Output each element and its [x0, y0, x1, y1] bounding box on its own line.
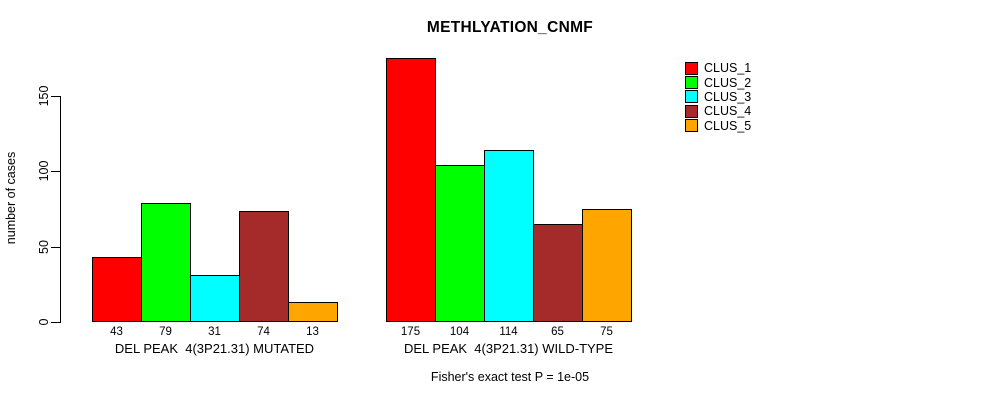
y-tick-label: 150 [37, 85, 51, 107]
bar-clus_3-group1 [484, 150, 534, 322]
bar-value-label: 79 [159, 326, 172, 338]
y-tick-label: 100 [37, 160, 51, 182]
y-axis-line [60, 96, 61, 323]
chart-title: METHLYATION_CNMF [426, 19, 594, 36]
bar-clus_5-group1 [582, 209, 632, 322]
y-tick-mark [51, 96, 60, 97]
y-tick-mark [51, 247, 60, 248]
legend-color-swatch-clus_3 [685, 90, 698, 104]
legend-color-swatch-clus_5 [685, 119, 698, 133]
legend-item: CLUS_2 [685, 75, 752, 90]
bar-clus_1-group1 [386, 58, 436, 322]
y-tick-label: 50 [37, 240, 51, 254]
bar-value-label: 43 [110, 326, 123, 338]
bar-clus_1-group0 [92, 257, 142, 322]
bar-clus_4-group1 [533, 224, 583, 322]
legend-color-swatch-clus_2 [685, 76, 698, 90]
bar-value-label: 75 [600, 326, 613, 338]
legend-item: CLUS_1 [685, 61, 751, 75]
bar-value-label: 104 [449, 326, 470, 338]
y-tick-mark [51, 171, 60, 172]
group-label: DEL PEAK 4(3P21.31) WILD-TYPE [403, 341, 614, 356]
bar-value-label: 175 [400, 326, 421, 338]
bar-clus_3-group0 [190, 275, 240, 322]
bar-clus_5-group0 [288, 302, 338, 322]
legend-label: CLUS_5 [704, 118, 752, 133]
legend: CLUS_1 CLUS_2 CLUS_3 CLUS_4 CLUS_5 [685, 61, 751, 133]
y-tick-mark [51, 322, 60, 323]
legend-item: CLUS_5 [685, 119, 751, 133]
bar-value-label: 65 [551, 326, 564, 338]
y-tick-label: 0 [37, 318, 51, 326]
fisher-test-annotation: Fisher's exact test P = 1e-05 [430, 370, 590, 384]
legend-color-swatch-clus_1 [685, 61, 698, 75]
y-axis-label: number of cases [4, 151, 18, 245]
legend-label: CLUS_2 [704, 75, 752, 90]
legend-item: CLUS_4 [685, 104, 751, 118]
legend-label: CLUS_3 [704, 89, 752, 104]
legend-color-swatch-clus_4 [685, 104, 698, 118]
bar-value-label: 74 [257, 326, 270, 338]
legend-item: CLUS_3 [685, 90, 751, 104]
bar-value-label: 114 [499, 326, 518, 338]
legend-label: CLUS_4 [704, 104, 752, 119]
bar-clus_2-group0 [141, 203, 191, 322]
bar-clus_2-group1 [435, 165, 485, 322]
bar-value-label: 13 [306, 326, 319, 338]
bar-value-label: 31 [208, 326, 221, 338]
bar-clus_4-group0 [239, 211, 289, 322]
group-label: DEL PEAK 4(3P21.31) MUTATED [114, 341, 315, 356]
legend-label: CLUS_1 [704, 61, 752, 76]
